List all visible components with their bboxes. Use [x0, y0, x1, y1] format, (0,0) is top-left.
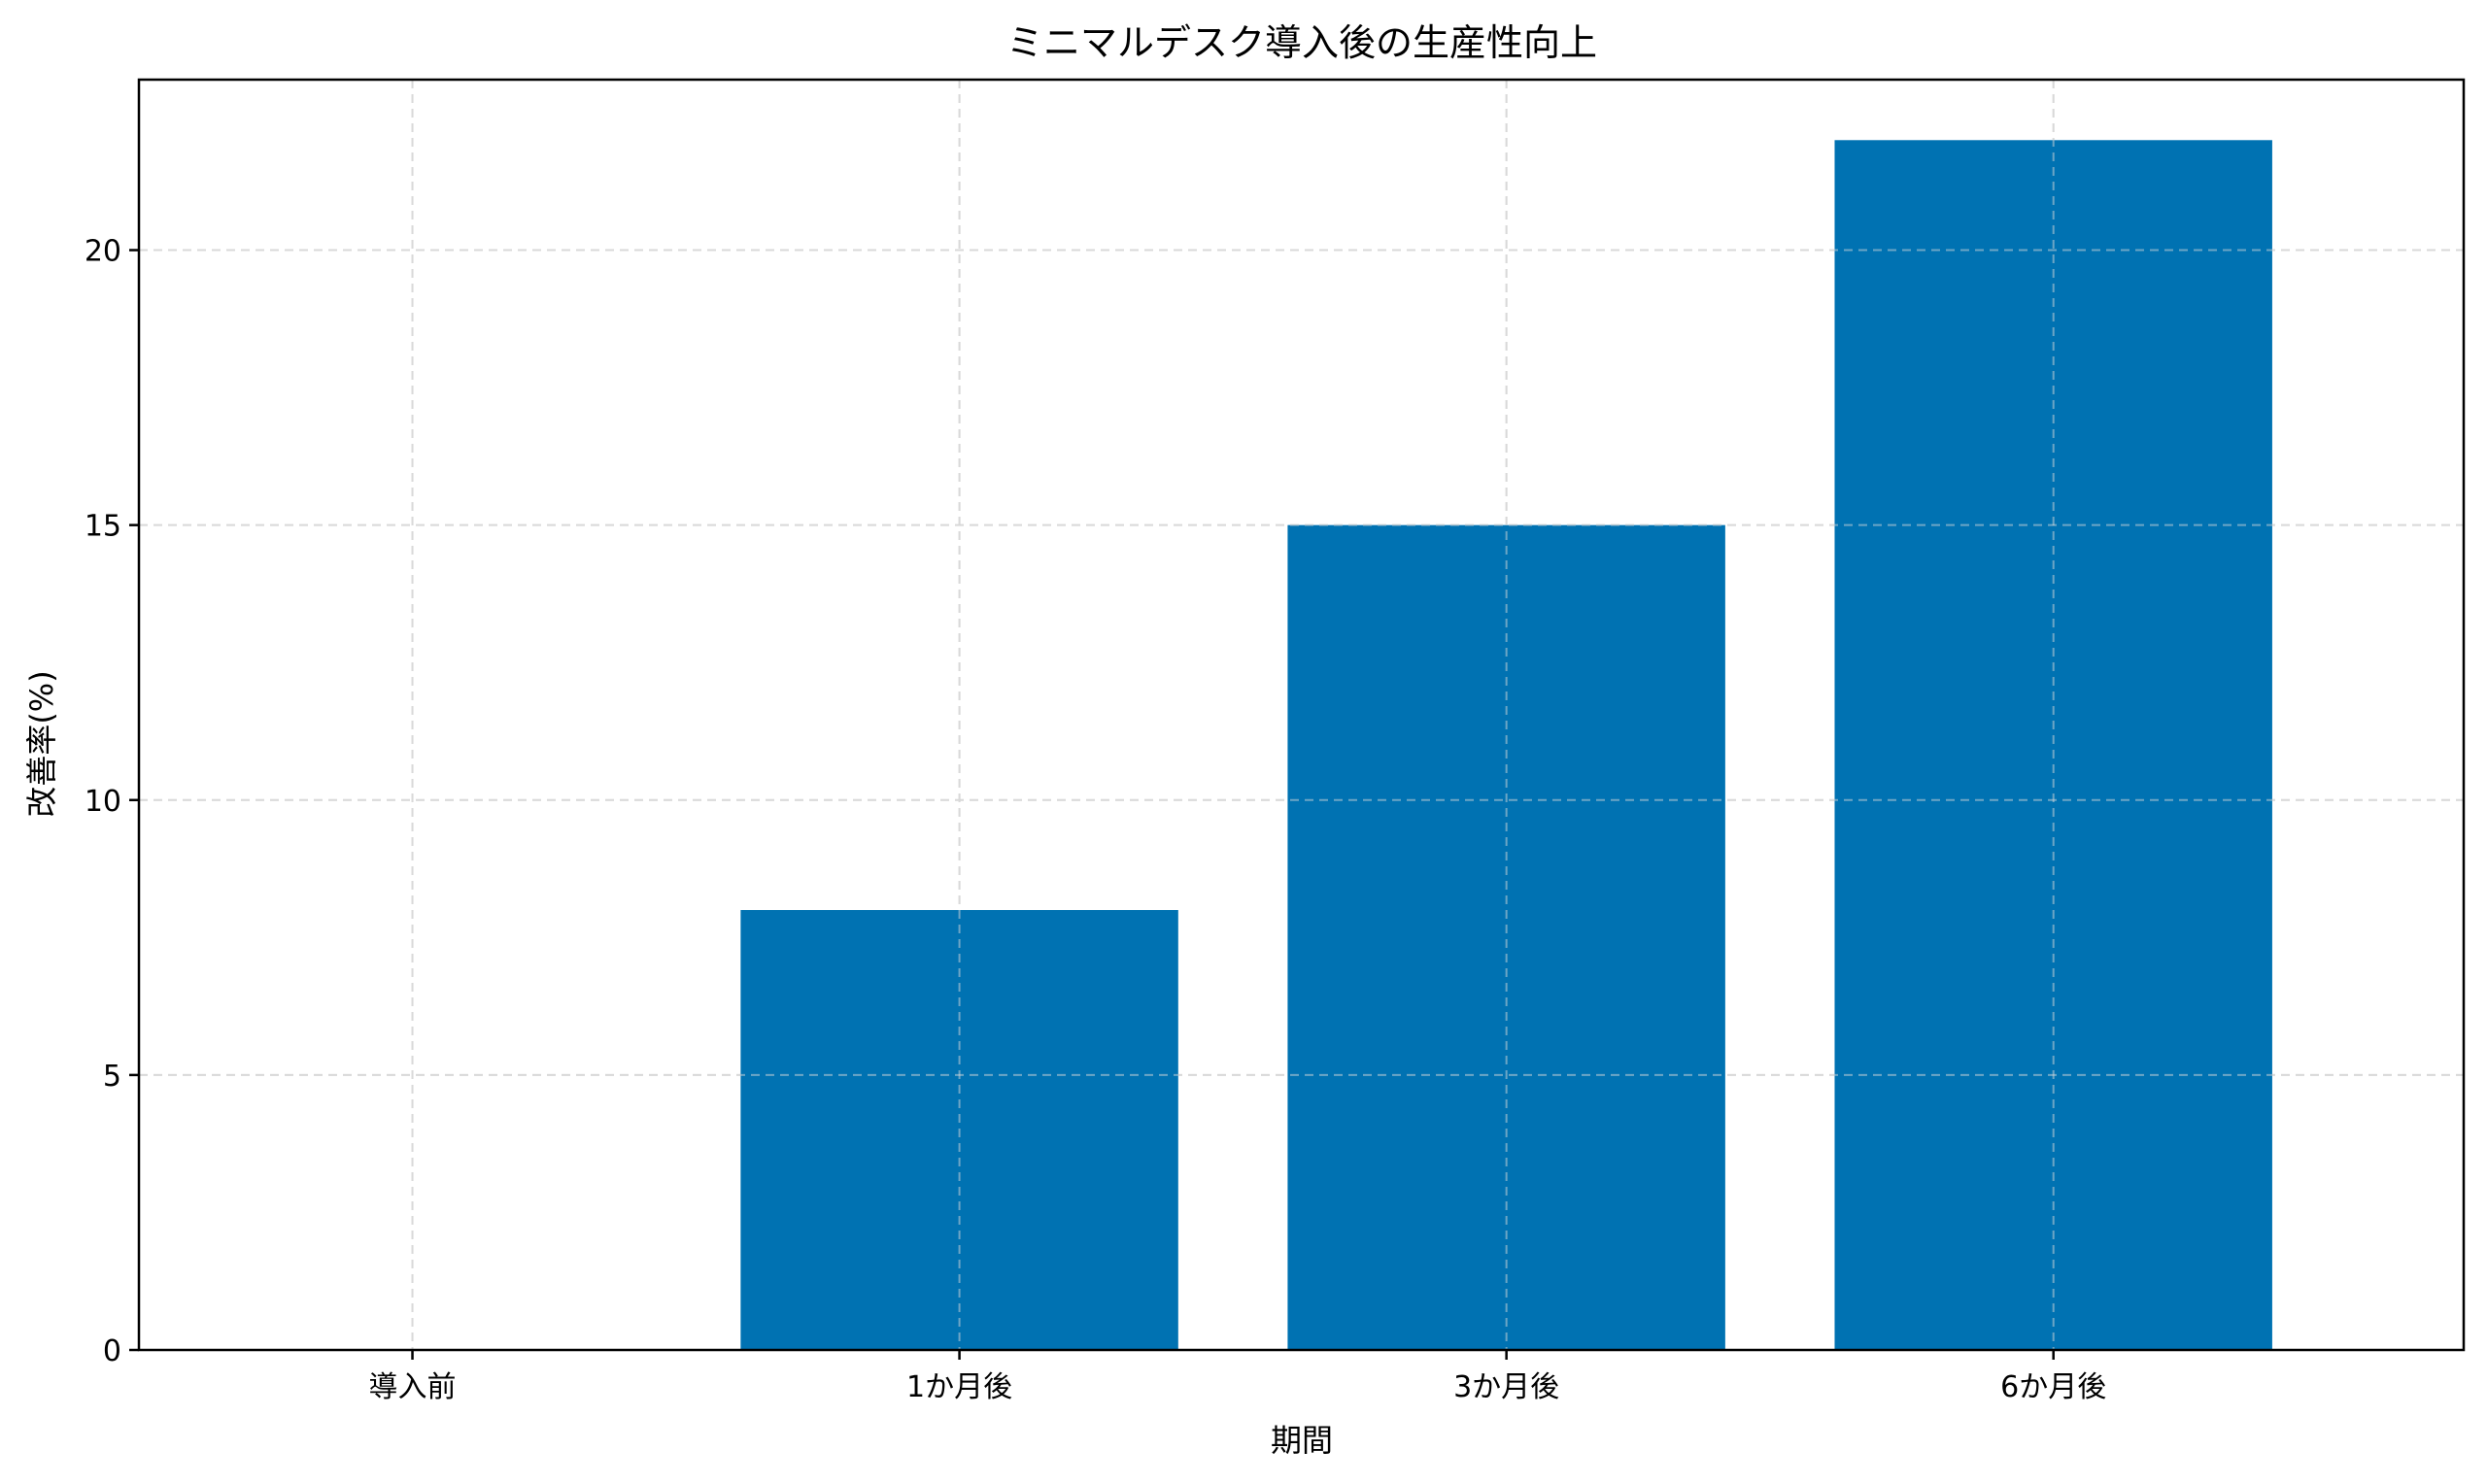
- y-tick-label: 20: [85, 235, 121, 269]
- x-tick-label: 3か月後: [1453, 1370, 1559, 1404]
- x-axis-ticks: 導入前 1か月後 3か月後 6か月後: [369, 1350, 2106, 1404]
- y-tick-label: 0: [103, 1334, 121, 1368]
- x-tick-label: 導入前: [369, 1370, 457, 1404]
- plot-area-frame: [137, 78, 2466, 1352]
- y-tick-label: 10: [85, 785, 121, 819]
- y-axis-title: 改善率(%): [23, 670, 60, 817]
- bar: [1834, 140, 2272, 1350]
- chart-title: ミニマルデスク導入後の生産性向上: [1006, 21, 1597, 64]
- x-tick-label: 6か月後: [2000, 1370, 2106, 1404]
- x-tick-label: 1か月後: [906, 1370, 1012, 1404]
- y-axis-ticks: 0 5 10 15 20: [85, 235, 139, 1368]
- y-tick-label: 5: [103, 1060, 121, 1094]
- y-tick-label: 15: [85, 510, 121, 544]
- x-axis-title: 期間: [1271, 1422, 1333, 1459]
- bars: [740, 140, 2272, 1350]
- grid-lines-front: [139, 80, 2464, 1351]
